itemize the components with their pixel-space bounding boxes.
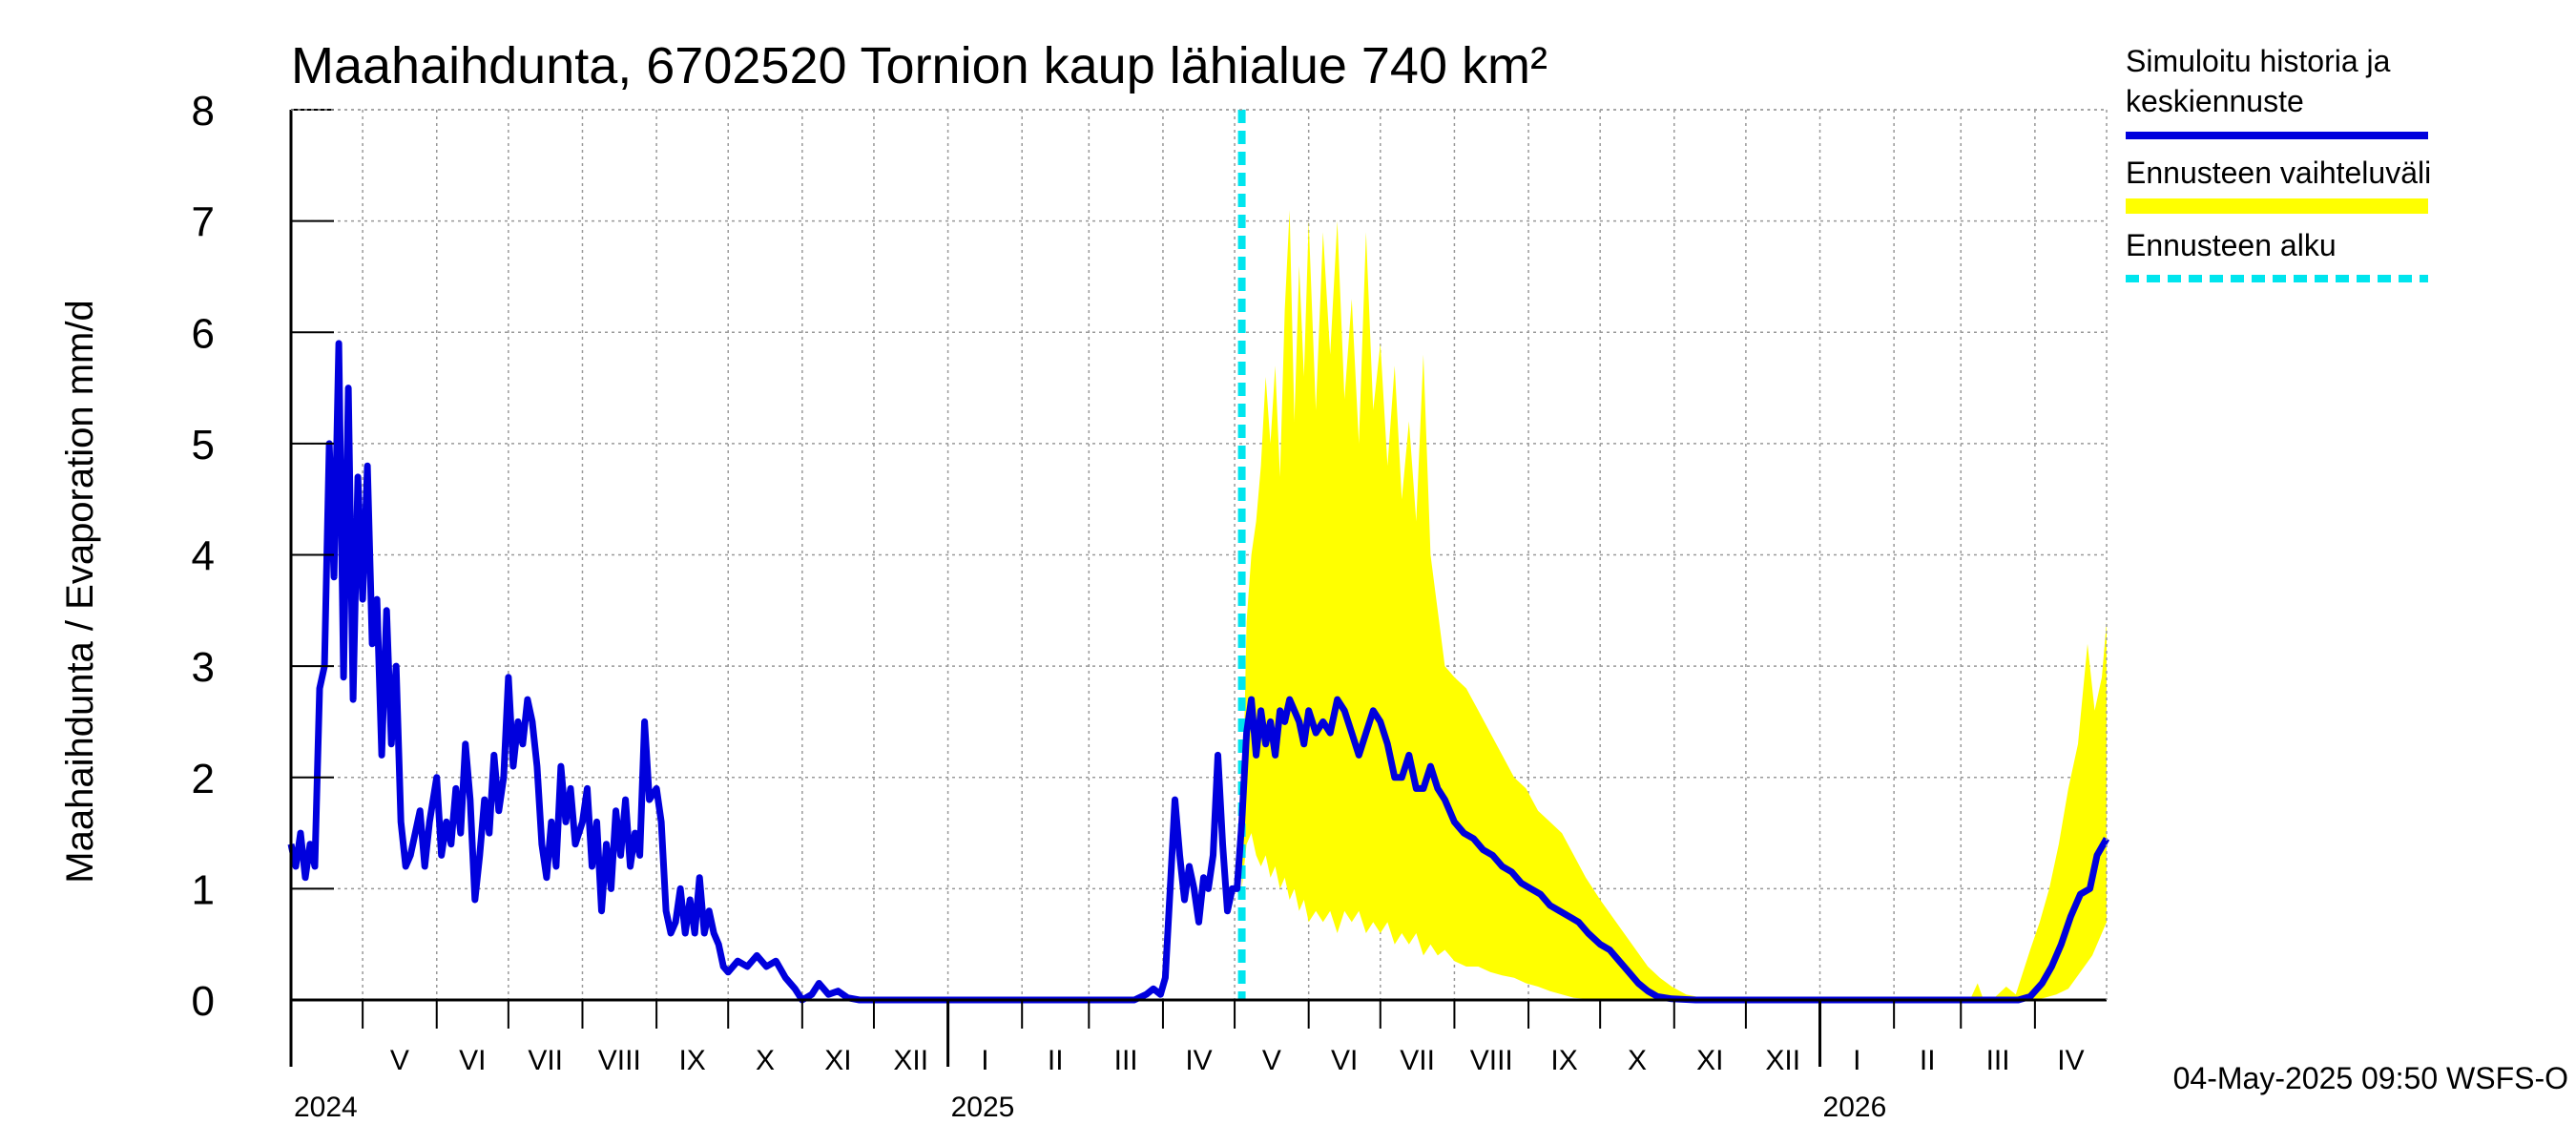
forecast-range-area [1241, 210, 2107, 1000]
month-label: VI [459, 1045, 486, 1076]
legend-label: Simuloitu historia ja [2126, 44, 2391, 78]
month-label: VII [1400, 1045, 1435, 1076]
footer-timestamp: 04-May-2025 09:50 WSFS-O [2173, 1061, 2568, 1095]
month-label: X [756, 1045, 775, 1076]
x-tick-labels: V VI VII VIII IX X XI XII I II III IV V VI VII VIII IX X X… [294, 1045, 2085, 1123]
month-label: XII [1765, 1045, 1800, 1076]
legend: Simuloitu historia ja keskiennuste Ennuste… [2126, 44, 2431, 282]
y-tick-label: 7 [192, 199, 215, 246]
month-label: IV [2057, 1045, 2084, 1076]
month-label: IV [1185, 1045, 1212, 1076]
month-label: IX [678, 1045, 705, 1076]
month-label: II [1920, 1045, 1936, 1076]
month-label: XII [893, 1045, 928, 1076]
month-label: XI [1696, 1045, 1723, 1076]
month-label: V [390, 1045, 409, 1076]
legend-label: Ennusteen alku [2126, 228, 2337, 262]
month-label: II [1048, 1045, 1064, 1076]
y-tick-label: 0 [192, 978, 215, 1025]
month-label: VI [1331, 1045, 1358, 1076]
month-label: VIII [1470, 1045, 1513, 1076]
y-axis-label: Maahaihdunta / Evaporation mm/d [59, 300, 101, 883]
month-label: III [1114, 1045, 1138, 1076]
y-tick-label: 8 [192, 88, 215, 135]
month-label: I [1853, 1045, 1860, 1076]
y-tick-label: 6 [192, 310, 215, 357]
month-label: VII [528, 1045, 563, 1076]
month-label: VIII [598, 1045, 641, 1076]
y-tick-labels: 0 1 2 3 4 5 6 7 8 [192, 88, 215, 1025]
chart-title: Maahaihdunta, 6702520 Tornion kaup lähia… [291, 37, 1548, 94]
year-label: 2026 [1823, 1092, 1887, 1123]
y-tick-label: 1 [192, 866, 215, 913]
simulated-series [287, 340, 2110, 1004]
legend-label: keskiennuste [2126, 84, 2304, 118]
month-label: XI [824, 1045, 851, 1076]
y-tick-label: 3 [192, 644, 215, 691]
month-label: X [1628, 1045, 1647, 1076]
simulated-line [287, 340, 2110, 1004]
axes [289, 109, 2108, 1067]
month-label: I [981, 1045, 988, 1076]
year-label: 2025 [951, 1092, 1015, 1123]
month-label: V [1262, 1045, 1281, 1076]
month-label: IX [1550, 1045, 1577, 1076]
legend-label: Ennusteen vaihteluväli [2126, 156, 2431, 190]
y-tick-label: 4 [192, 533, 215, 580]
y-tick-label: 5 [192, 422, 215, 468]
forecast-range-band [1241, 210, 2107, 1000]
year-label: 2024 [294, 1092, 358, 1123]
month-label: III [1986, 1045, 2010, 1076]
y-tick-label: 2 [192, 756, 215, 802]
